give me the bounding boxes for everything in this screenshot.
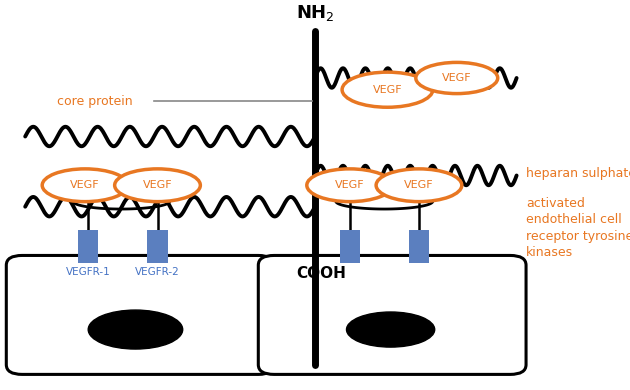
Text: activated
endothelial cell
receptor tyrosine
kinases: activated endothelial cell receptor tyro…: [526, 197, 630, 259]
Ellipse shape: [307, 169, 392, 202]
Text: core protein: core protein: [57, 95, 132, 108]
Text: NH$_2$: NH$_2$: [295, 4, 335, 23]
Ellipse shape: [342, 72, 433, 107]
Text: heparan sulphate: heparan sulphate: [526, 167, 630, 180]
FancyBboxPatch shape: [258, 255, 526, 374]
Text: VEGFR-2: VEGFR-2: [135, 267, 180, 277]
FancyBboxPatch shape: [147, 230, 168, 263]
FancyBboxPatch shape: [78, 230, 98, 263]
Ellipse shape: [115, 169, 200, 202]
Ellipse shape: [376, 169, 462, 202]
Ellipse shape: [416, 62, 498, 94]
Ellipse shape: [42, 169, 128, 202]
FancyBboxPatch shape: [6, 255, 274, 374]
Text: VEGF: VEGF: [372, 85, 403, 95]
FancyBboxPatch shape: [340, 230, 360, 263]
Text: VEGF: VEGF: [335, 180, 365, 190]
Ellipse shape: [88, 310, 183, 349]
Text: VEGF: VEGF: [70, 180, 100, 190]
Text: VEGF: VEGF: [404, 180, 434, 190]
FancyBboxPatch shape: [409, 230, 429, 263]
Ellipse shape: [346, 312, 435, 347]
Text: VEGF: VEGF: [142, 180, 173, 190]
Text: VEGFR-1: VEGFR-1: [66, 267, 111, 277]
Text: VEGF: VEGF: [442, 73, 472, 83]
Text: COOH: COOH: [296, 266, 346, 280]
